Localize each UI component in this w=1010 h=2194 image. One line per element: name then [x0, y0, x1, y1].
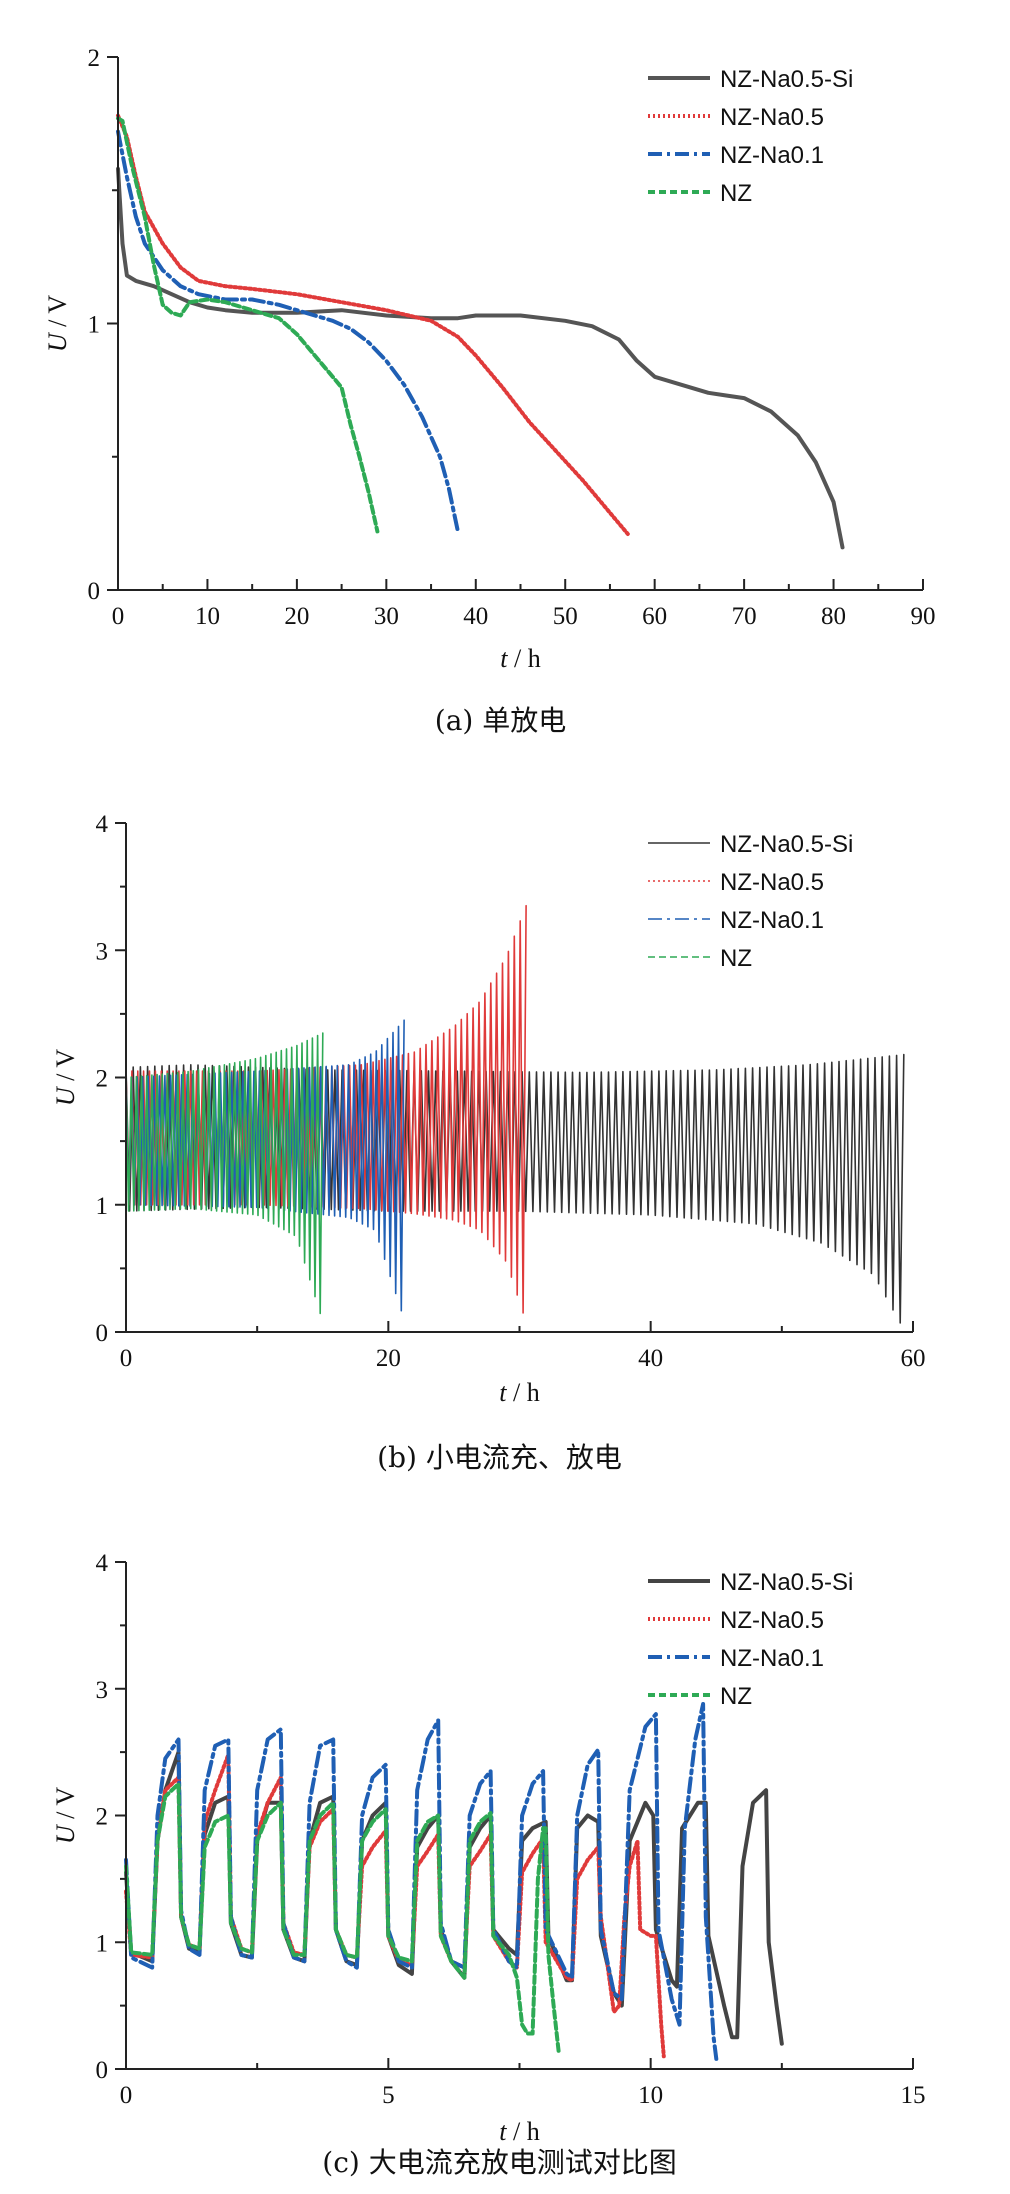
x-tick-label: 80	[821, 603, 846, 630]
y-tick-label: 1	[96, 1193, 109, 1220]
panel-caption: (c) 大电流充放电测试对比图	[322, 2146, 676, 2179]
y-tick-label: 0	[96, 1320, 109, 1347]
y-axis-label: U / V	[43, 295, 72, 353]
series-line-NZ	[116, 116, 380, 534]
x-tick-label: 5	[382, 2082, 395, 2109]
x-tick-label: 20	[284, 603, 309, 630]
x-tick-label: 0	[112, 603, 125, 630]
y-tick-label: 2	[96, 1066, 109, 1093]
series-line-NZ-Na0.1	[124, 1702, 719, 2061]
legend-label: NZ-Na0.5	[720, 1607, 824, 1634]
x-tick-label: 0	[120, 2082, 133, 2109]
x-tick-label: 15	[901, 2082, 926, 2109]
legend: NZ-Na0.5-Si NZ-Na0.5 NZ-Na0.1 NZ	[648, 831, 853, 972]
legend-label: NZ-Na0.5-Si	[720, 66, 853, 93]
series-line-NZ	[125, 1032, 324, 1315]
x-tick-label: 20	[376, 1345, 401, 1372]
x-tick-label: 40	[638, 1345, 663, 1372]
x-tick-label: 10	[638, 2082, 663, 2109]
y-axis-label: U / V	[51, 1787, 80, 1845]
y-axis-label-unit: / V	[43, 295, 72, 334]
legend-label: NZ-Na0.1	[720, 907, 824, 934]
panel-caption: (b) 小电流充、放电	[377, 1441, 622, 1474]
x-tick-label: 40	[463, 603, 488, 630]
series-line-NZ-Na0.5	[124, 1752, 666, 2059]
x-axis-label: t / h	[500, 644, 540, 673]
axes: 0 10 20 30 40 50 60 70 80 90 0 1 2	[88, 45, 936, 630]
legend-label: NZ	[720, 945, 752, 972]
y-axis-label-unit: / V	[51, 1049, 80, 1088]
series-group	[125, 904, 905, 1324]
y-axis-label-unit: / V	[51, 1787, 80, 1826]
axes: 0 20 40 60 0 1 2 3 4	[96, 811, 926, 1372]
y-tick-label: 0	[88, 578, 101, 605]
legend-label: NZ-Na0.1	[720, 1645, 824, 1672]
legend: NZ-Na0.5-Si NZ-Na0.5 NZ-Na0.1 NZ	[648, 66, 853, 207]
x-tick-label: 30	[374, 603, 399, 630]
y-tick-label: 2	[96, 1804, 109, 1831]
x-tick-label: 60	[642, 603, 667, 630]
series-line-NZ	[124, 1781, 561, 2056]
x-axis-label: t / h	[499, 1378, 539, 1407]
x-axis-label-unit: / h	[508, 644, 541, 673]
legend-label: NZ-Na0.1	[720, 142, 824, 169]
legend-label: NZ	[720, 180, 752, 207]
x-axis-label-symbol: t	[499, 1378, 507, 1407]
legend-label: NZ-Na0.5-Si	[720, 831, 853, 858]
y-tick-label: 3	[96, 1677, 109, 1704]
y-tick-label: 3	[96, 938, 109, 965]
y-axis-label: U / V	[51, 1049, 80, 1107]
legend-label: NZ	[720, 1683, 752, 1710]
chart-panel-a: 0 10 20 30 40 50 60 70 80 90 0 1 2 t / h U / V NZ-Na0.5…	[43, 45, 936, 737]
x-axis-label-symbol: t	[500, 644, 508, 673]
legend: NZ-Na0.5-Si NZ-Na0.5 NZ-Na0.1 NZ	[648, 1569, 853, 1710]
x-axis-label-unit: / h	[507, 2117, 540, 2146]
y-axis-label-symbol: U	[51, 1823, 80, 1844]
y-tick-label: 1	[96, 1930, 109, 1957]
y-tick-label: 4	[96, 1550, 109, 1577]
y-axis-label-symbol: U	[43, 331, 72, 352]
y-tick-label: 1	[88, 312, 101, 339]
y-tick-label: 2	[88, 45, 101, 72]
x-axis-label: t / h	[499, 2117, 539, 2146]
panel-caption: (a) 单放电	[435, 704, 566, 737]
legend-label: NZ-Na0.5	[720, 869, 824, 896]
x-tick-label: 50	[553, 603, 578, 630]
series-line-NZ-Na0.1	[116, 129, 460, 534]
legend-label: NZ-Na0.5	[720, 104, 824, 131]
x-tick-label: 90	[911, 603, 936, 630]
y-tick-label: 4	[96, 811, 109, 838]
y-axis-label-symbol: U	[51, 1085, 80, 1106]
y-tick-label: 0	[96, 2057, 109, 2084]
x-axis-label-unit: / h	[507, 1378, 540, 1407]
series-line-NZ-Na0.5-Si	[116, 166, 845, 550]
series-group	[116, 113, 845, 550]
series-group	[124, 1702, 784, 2061]
axes: 0 5 10 15 0 1 2 3 4	[96, 1550, 926, 2109]
legend-label: NZ-Na0.5-Si	[720, 1569, 853, 1596]
x-tick-label: 70	[732, 603, 757, 630]
x-tick-label: 0	[120, 1345, 133, 1372]
x-axis-label-symbol: t	[499, 2117, 507, 2146]
x-tick-label: 10	[195, 603, 220, 630]
series-line-NZ-Na0.5	[116, 113, 630, 536]
x-tick-label: 60	[901, 1345, 926, 1372]
